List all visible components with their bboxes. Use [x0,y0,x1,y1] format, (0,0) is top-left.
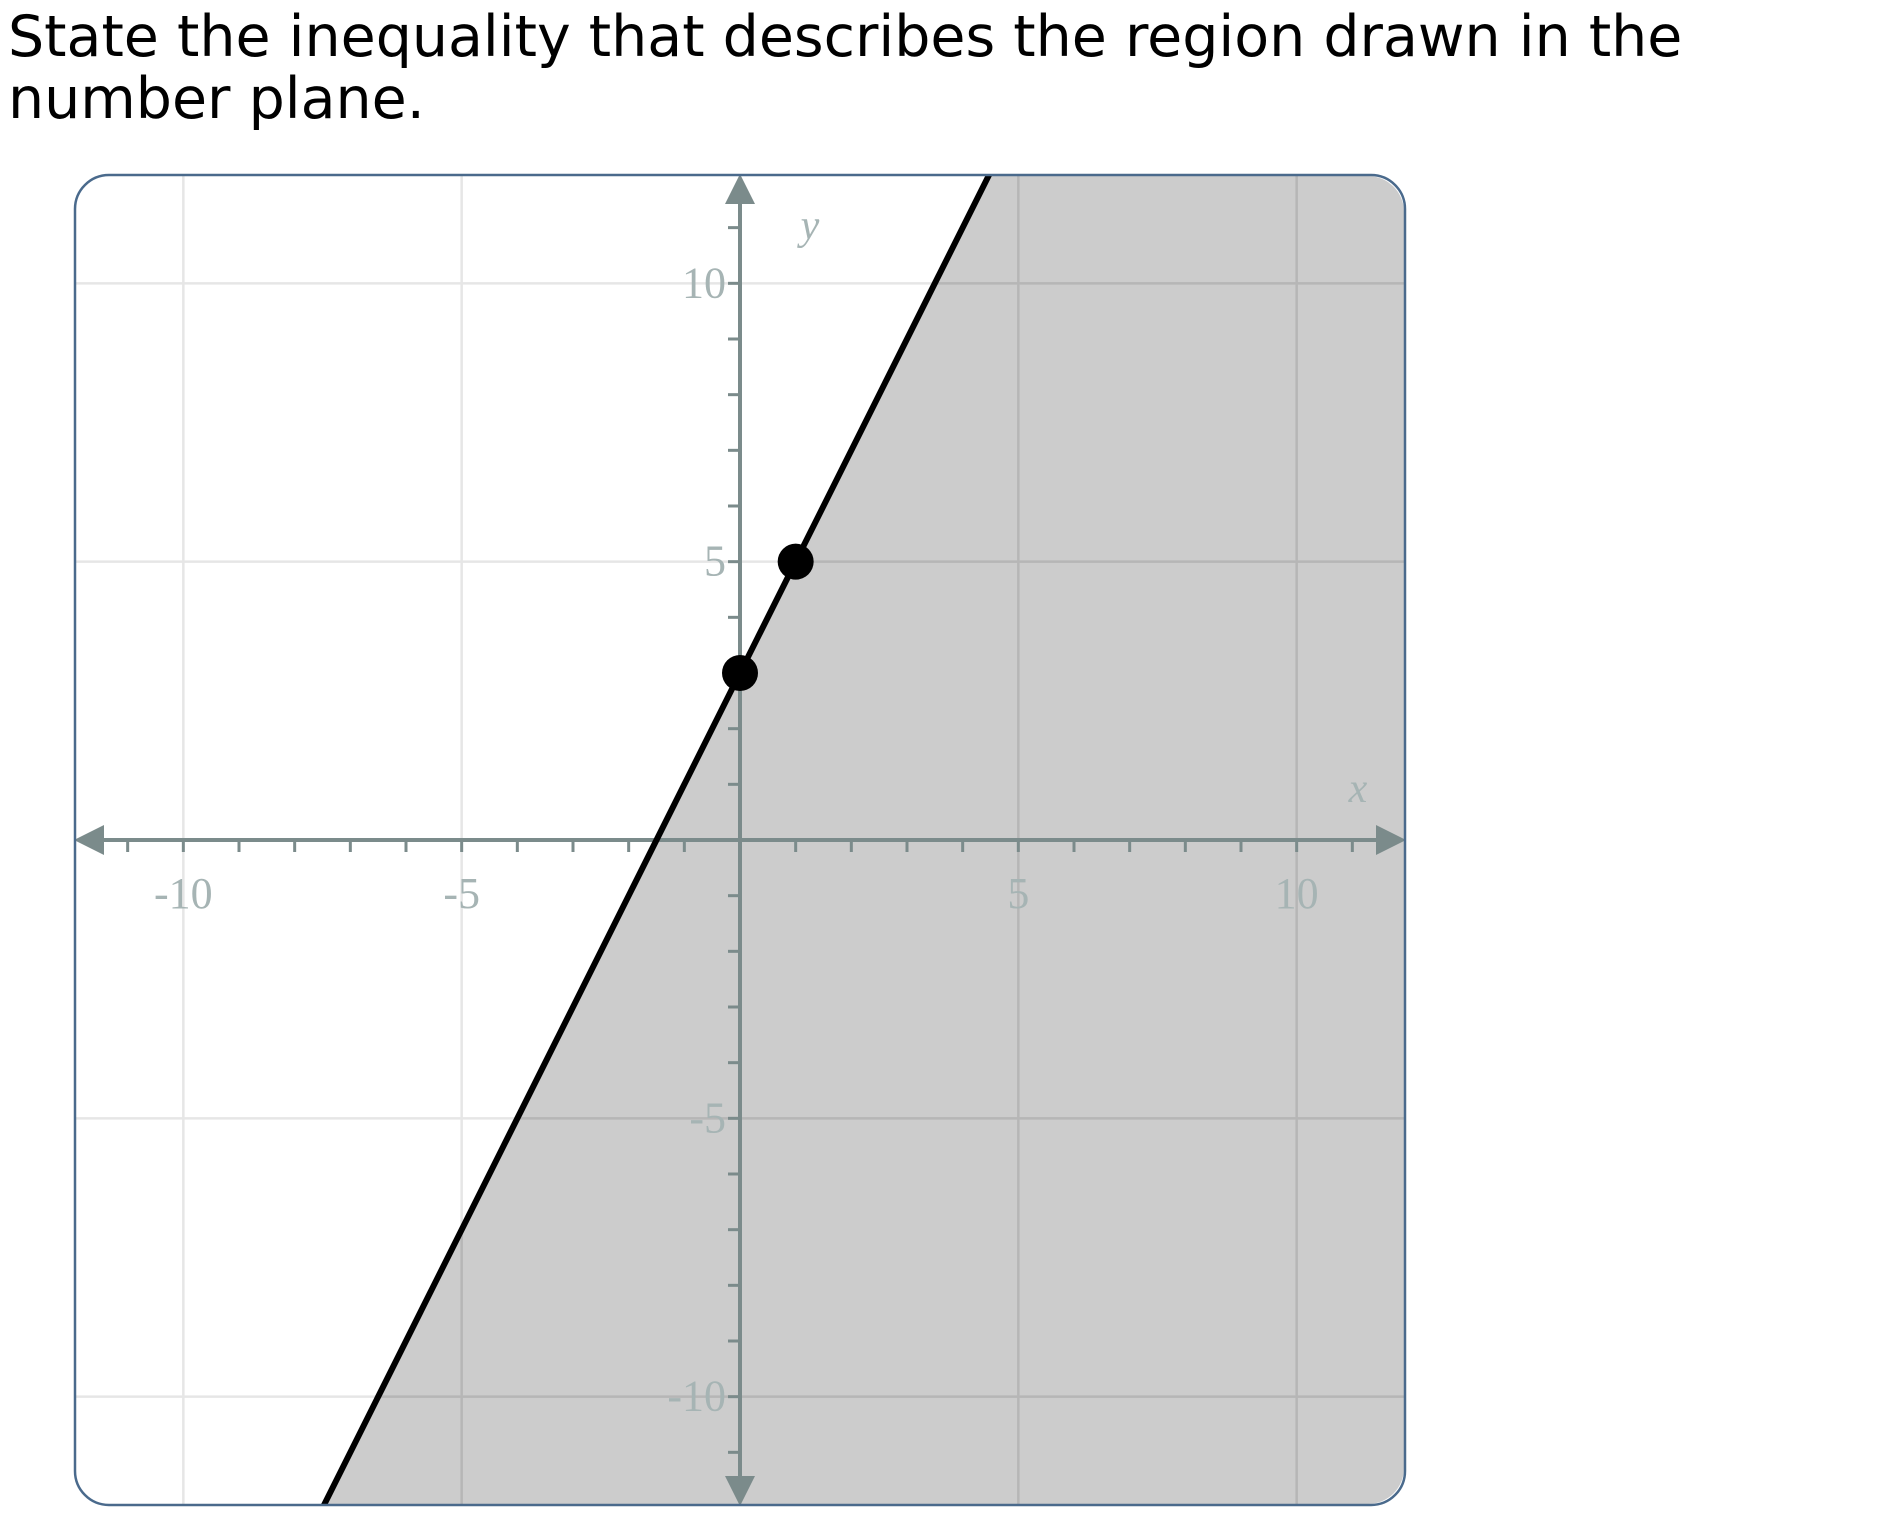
axes [76,176,1404,1504]
tick-labels: -10 -5 5 10 10 5 -5 -10 [154,258,1319,1420]
y-axis-arrow-down-icon [725,1476,755,1504]
y-tick-label: 10 [682,258,726,307]
y-axis-label: y [797,203,820,249]
plotted-points [722,543,814,691]
x-tick-label: -10 [154,869,213,918]
x-tick-label: 5 [1007,869,1029,918]
y-tick-label: -5 [689,1093,726,1142]
question-prompt: State the inequality that describes the … [8,4,1683,132]
line-point [722,655,758,691]
x-axis-label: x [1348,766,1368,812]
line-point [777,543,814,580]
x-axis-arrow-right-icon [1376,825,1404,855]
axis-labels: xy [797,203,1368,812]
x-tick-label: 10 [1275,869,1319,918]
y-axis-arrow-up-icon [725,176,755,204]
boundary-line [319,176,994,1504]
y-tick-label: -10 [667,1372,726,1421]
y-tick-label: 5 [704,537,726,586]
x-tick-label: -5 [443,869,480,918]
x-axis-arrow-left-icon [76,825,104,855]
plot-frame [73,173,1407,1507]
